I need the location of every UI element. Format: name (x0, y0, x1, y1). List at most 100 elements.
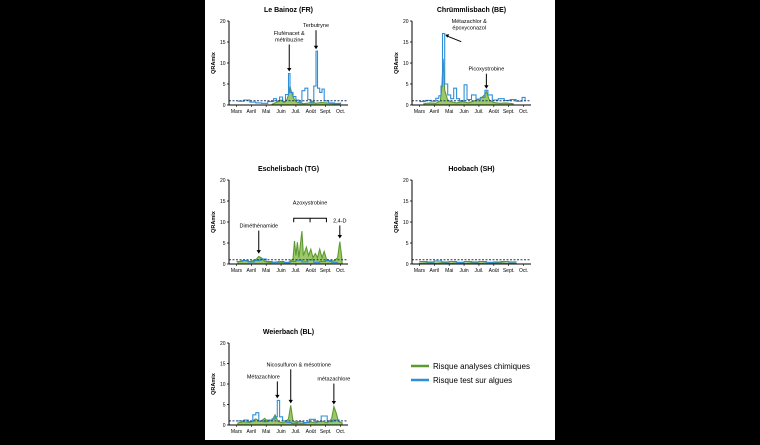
annotation-arrowhead (337, 234, 343, 239)
y-tick-label: 15 (220, 361, 226, 367)
x-tick-label: Oct. (519, 268, 528, 274)
y-tick-label: 10 (403, 220, 409, 226)
x-tick-label: Août (306, 268, 317, 274)
y-tick-label: 15 (220, 199, 226, 205)
y-tick-label: 20 (403, 178, 409, 184)
y-tick-label: 5 (223, 241, 226, 247)
annotation-arrow (446, 35, 462, 43)
x-tick-label: Juin (276, 109, 285, 115)
series-chem-area (237, 404, 343, 426)
series-algae-line (419, 33, 526, 103)
y-tick-label: 20 (220, 178, 226, 184)
annotation-label: Métazachlore (247, 374, 280, 380)
chart-title: Hoobach (SH) (448, 166, 494, 173)
x-tick-label: Mars (231, 268, 243, 274)
y-tick-label: 0 (223, 262, 226, 268)
x-tick-label: Avril (246, 109, 256, 115)
x-tick-label: Oct. (336, 268, 345, 274)
y-tick-label: 10 (220, 220, 226, 226)
annotation-label: métazachlore (317, 377, 350, 383)
annotation-label: Nicosulfuron & mésotrione (266, 362, 331, 368)
annotation-arrowhead (331, 401, 337, 405)
x-tick-label: Mars (414, 268, 426, 274)
y-tick-label: 20 (403, 19, 409, 25)
x-tick-label: Sept. (320, 109, 332, 115)
x-tick-label: Avril (246, 429, 256, 435)
x-tick-label: Août (489, 268, 500, 274)
x-tick-label: Sept. (320, 268, 332, 274)
annotation-arrowhead (313, 45, 319, 50)
annotation-label: métribuzine (275, 38, 303, 44)
annotation-label: Diméthénamide (239, 224, 278, 230)
x-tick-label: Août (306, 109, 317, 115)
y-tick-label: 20 (220, 341, 226, 347)
annotation-arrowhead (445, 34, 450, 38)
series-algae-line (236, 258, 339, 264)
series-algae-line (237, 399, 340, 424)
x-tick-label: Oct. (336, 429, 345, 435)
y-axis-label: QRAmix (394, 51, 400, 74)
y-tick-label: 20 (220, 19, 226, 25)
legend-algae-label: Risque test sur algues (433, 376, 512, 385)
series-chem-area (423, 58, 514, 106)
chart-title: Eschelisbach (TG) (258, 166, 319, 173)
x-tick-label: Mai (445, 268, 453, 274)
x-tick-label: Oct. (336, 109, 345, 115)
x-tick-label: Mars (231, 429, 243, 435)
x-tick-label: Mai (262, 109, 270, 115)
y-tick-label: 5 (223, 82, 226, 88)
y-tick-label: 5 (406, 82, 409, 88)
figure-panel: Le Bainoz (FR) QRAmix 0 5 10 15 20 Mars Avril Mai… (205, 0, 555, 440)
x-tick-label: Juin (459, 109, 468, 115)
x-tick-label: Oct. (519, 109, 528, 115)
y-axis-label: QRAmix (211, 210, 217, 233)
chart-title: Le Bainoz (FR) (264, 7, 313, 14)
annotation-label: Terbutryne (303, 23, 329, 29)
x-tick-label: Mai (262, 268, 270, 274)
y-tick-label: 10 (220, 61, 226, 67)
x-tick-label: Juin (459, 268, 468, 274)
y-tick-label: 10 (220, 382, 226, 388)
series-chem-area (237, 231, 343, 265)
legend-chem-label: Risque analyses chimiques (433, 362, 530, 371)
x-tick-label: Juil. (474, 109, 483, 115)
x-tick-label: Avril (246, 268, 256, 274)
x-tick-label: Juil. (291, 109, 300, 115)
x-tick-label: Juil. (474, 268, 483, 274)
x-tick-label: Août (306, 429, 317, 435)
x-tick-label: Avril (429, 109, 439, 115)
chart-title: Chrümmlisbach (BE) (437, 7, 506, 14)
y-tick-label: 15 (403, 40, 409, 46)
annotation-label: Métazachlor & (452, 19, 487, 25)
y-tick-label: 0 (223, 423, 226, 429)
y-axis-label: QRAmix (394, 210, 400, 233)
annotation-label: époxyconazol (452, 26, 486, 32)
x-tick-label: Juil. (291, 268, 300, 274)
series-algae-line (237, 50, 342, 105)
x-tick-label: Sept. (503, 109, 515, 115)
x-tick-label: Juil. (291, 429, 300, 435)
annotation-label: Flufénacet & (274, 31, 305, 37)
y-tick-label: 5 (223, 402, 226, 408)
annotation-arrowhead (275, 394, 280, 399)
annotation-label: Picoxystrobine (468, 67, 504, 73)
y-axis-label: QRAmix (211, 372, 217, 395)
y-tick-label: 0 (406, 262, 409, 268)
annotation-arrowhead (287, 68, 292, 72)
chart-title: Weierbach (BL) (263, 329, 314, 336)
x-tick-label: Mars (231, 109, 243, 115)
x-tick-label: Mai (445, 109, 453, 115)
x-tick-label: Août (489, 109, 500, 115)
y-tick-label: 0 (406, 103, 409, 109)
annotation-label: Azoxystrobine (293, 200, 328, 206)
x-tick-label: Juin (276, 268, 285, 274)
y-tick-label: 0 (223, 103, 226, 109)
series-algae-line (419, 260, 517, 263)
x-tick-label: Juin (276, 429, 285, 435)
y-tick-label: 10 (403, 61, 409, 67)
x-tick-label: Sept. (320, 429, 332, 435)
annotation-arrowhead (288, 399, 293, 404)
x-tick-label: Sept. (503, 268, 515, 274)
y-axis-label: QRAmix (211, 51, 217, 74)
